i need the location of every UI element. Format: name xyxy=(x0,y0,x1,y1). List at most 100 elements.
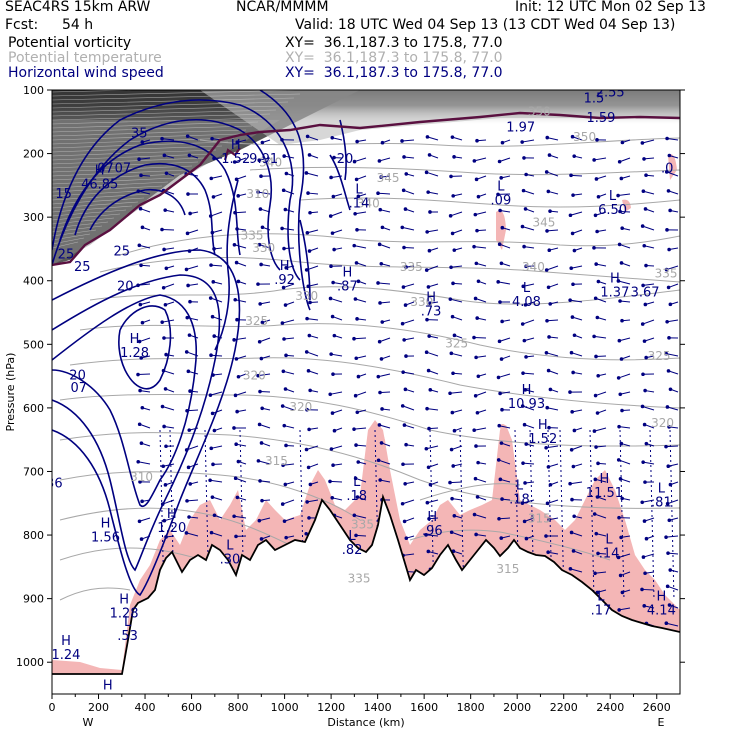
wind-vector xyxy=(427,408,439,411)
wind-vector-head xyxy=(235,227,239,231)
wind-speed-label: 07 xyxy=(70,381,87,396)
wind-vector xyxy=(642,499,655,503)
wind-vector-head xyxy=(545,501,550,506)
extremum-value: .92 xyxy=(274,273,295,288)
wind-vector xyxy=(187,317,199,321)
wind-vector-head xyxy=(524,264,528,269)
extremum-kind: H xyxy=(522,383,532,398)
wind-vector-head xyxy=(451,371,455,376)
wind-vector-head xyxy=(616,193,620,198)
wind-vector-head xyxy=(592,158,596,162)
wind-vector xyxy=(499,157,511,162)
wind-vector-head xyxy=(208,214,213,218)
wind-vector-head xyxy=(547,153,552,157)
wind-vector-head xyxy=(233,210,237,215)
wind-vector-head xyxy=(306,465,311,470)
wind-vector-head xyxy=(188,211,192,216)
wind-vector xyxy=(306,265,319,271)
theta-contour-label: 320 xyxy=(289,400,312,414)
wind-vector-head xyxy=(233,393,238,398)
wind-speed-contour xyxy=(52,99,301,281)
wind-vector xyxy=(450,391,463,394)
wind-speed-contour xyxy=(74,163,216,256)
wind-vector-head xyxy=(355,227,359,232)
wind-vector-head xyxy=(473,212,478,217)
wind-vector xyxy=(353,337,367,340)
wind-vector-head xyxy=(548,209,552,213)
wind-vector-head xyxy=(424,446,429,451)
wind-vector-head xyxy=(404,536,409,540)
wind-vector xyxy=(163,283,175,289)
wind-vector-head xyxy=(284,353,288,358)
wind-vector xyxy=(186,532,199,537)
wind-vector-head xyxy=(520,501,525,505)
wind-vector xyxy=(426,171,439,177)
wind-vector-head xyxy=(307,333,312,338)
wind-speed-label: 25 xyxy=(74,260,91,275)
wind-vector xyxy=(402,319,415,325)
terrain-line xyxy=(52,493,680,675)
wind-vector xyxy=(234,244,247,249)
wind-vector-head xyxy=(160,404,165,409)
y-tick-label: 800 xyxy=(23,529,44,542)
wind-vector xyxy=(619,337,631,342)
wind-vector-head xyxy=(233,476,238,481)
wind-vector-head xyxy=(620,226,625,231)
wind-vector-head xyxy=(328,214,333,218)
wind-vector-head xyxy=(570,134,575,139)
wind-vector-head xyxy=(666,189,671,193)
wind-vector-head xyxy=(259,174,263,179)
wind-vector xyxy=(282,499,295,505)
wind-vector xyxy=(306,172,319,177)
wind-speed-contour xyxy=(52,249,241,597)
theta-contour-label: 325 xyxy=(245,314,268,328)
wind-vector-head xyxy=(496,458,501,462)
wind-vector xyxy=(594,513,607,519)
wind-vector-head xyxy=(641,460,645,464)
wind-vector-head xyxy=(667,603,672,607)
theta-contour-label: 315 xyxy=(496,562,519,576)
wind-vector-head xyxy=(257,422,262,427)
wind-vector-head xyxy=(452,333,457,338)
wind-vector-head xyxy=(208,296,213,300)
extremum-kind: L xyxy=(658,481,666,496)
extremum-value: .30 xyxy=(220,553,241,568)
wind-vector-head xyxy=(136,189,141,193)
wind-vector-head xyxy=(569,266,574,271)
wind-vector xyxy=(641,588,655,591)
wind-vector xyxy=(642,225,655,231)
wind-vector-head xyxy=(329,175,333,180)
wind-vector-head xyxy=(211,195,216,199)
wind-vector xyxy=(402,499,415,505)
theta-contour-label: 325 xyxy=(445,336,468,350)
wind-vector xyxy=(355,298,367,303)
wind-vector-head xyxy=(210,495,215,499)
wind-vector xyxy=(355,211,367,215)
wind-vector-head xyxy=(620,496,624,501)
extremum-kind: L xyxy=(226,539,234,554)
wind-vector-head xyxy=(596,194,601,199)
x-tick-label: 0 xyxy=(49,701,56,714)
wind-vector-head xyxy=(424,350,429,355)
wind-vector-head xyxy=(308,482,313,487)
wind-vector xyxy=(211,175,223,179)
wind-vector xyxy=(258,373,271,377)
wind-vector-head xyxy=(520,322,525,326)
wind-vector-head xyxy=(523,388,528,392)
wind-vector xyxy=(162,499,175,505)
wind-vector-head xyxy=(545,229,549,233)
wind-vector-head xyxy=(497,242,502,247)
wind-vector-head xyxy=(280,137,284,142)
wind-vector-head xyxy=(616,555,621,560)
wind-vector-head xyxy=(379,357,384,361)
wind-vector-head xyxy=(571,464,576,469)
wind-vector-head xyxy=(547,517,551,522)
wind-vector-head xyxy=(449,530,454,535)
wind-vector-head xyxy=(185,134,190,139)
wind-vector-head xyxy=(644,536,649,541)
legend-theta-xy: XY= 36.1,187.3 to 175.8, 77.0 xyxy=(285,50,503,66)
theta-contour xyxy=(79,323,680,361)
extremum-kind: H xyxy=(103,679,113,694)
wind-vector xyxy=(186,265,199,270)
wind-vector-head xyxy=(668,208,672,213)
